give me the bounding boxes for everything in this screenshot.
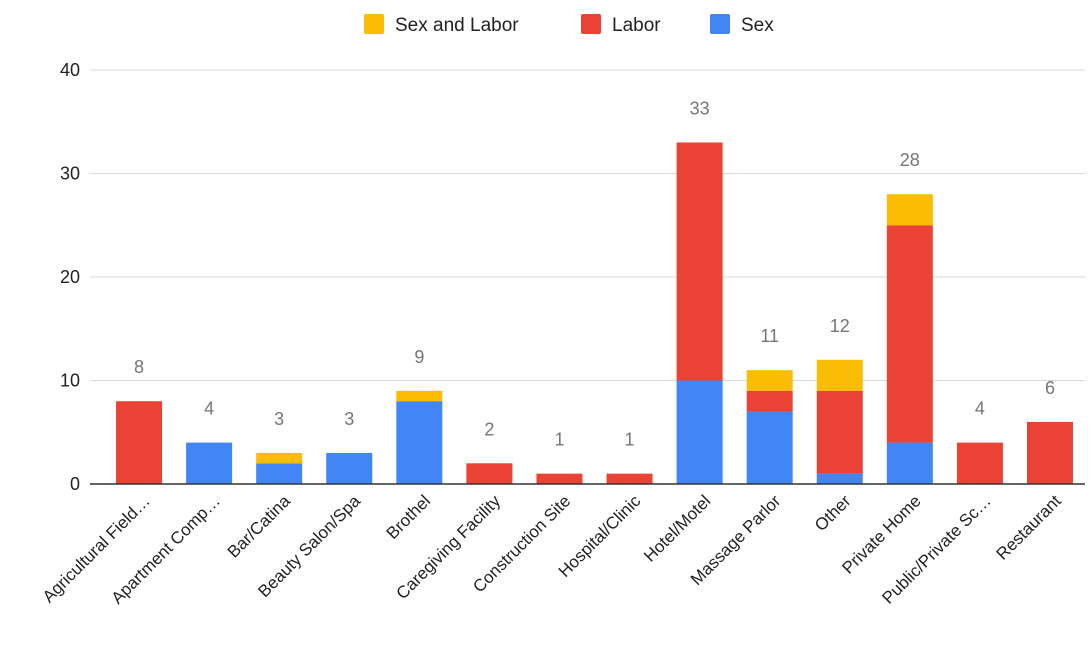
gridlines <box>90 69 1085 381</box>
bar-segment-labor <box>816 390 863 474</box>
total-label: 8 <box>134 357 144 377</box>
x-category-label: Brothel <box>383 491 435 543</box>
bars <box>116 142 1073 484</box>
bar-segment-sex <box>886 442 933 484</box>
bar-segment-labor <box>746 390 793 412</box>
bar-segment-labor <box>606 473 653 484</box>
legend-label: Sex <box>741 15 774 36</box>
bar-segment-sex <box>256 463 303 484</box>
bar-segment-labor <box>116 401 163 484</box>
total-label: 6 <box>1045 378 1055 398</box>
bar-segment-labor <box>1026 421 1073 484</box>
bar-segment-sex <box>816 473 863 484</box>
x-category-label: Other <box>811 491 855 535</box>
total-label: 2 <box>484 419 494 439</box>
total-label: 12 <box>830 316 850 336</box>
legend-swatch <box>581 14 601 34</box>
x-category-label: Restaurant <box>993 491 1065 563</box>
bar-segment-labor <box>676 142 723 381</box>
total-label: 3 <box>274 409 284 429</box>
y-axis-ticks: 0 10 20 30 40 <box>60 60 80 494</box>
bar-segment-labor <box>956 442 1003 484</box>
x-category-label: Hotel/Motel <box>640 491 714 565</box>
total-label: 11 <box>760 326 779 346</box>
y-tick-label: 0 <box>70 474 80 494</box>
legend-swatch <box>710 14 730 34</box>
bar-segment-sex <box>326 452 373 484</box>
bar-segment-sex <box>676 380 723 484</box>
bar-segment-labor <box>886 225 933 443</box>
total-label: 28 <box>900 150 920 170</box>
legend-label: Labor <box>612 15 661 36</box>
y-tick-label: 10 <box>60 371 80 391</box>
bar-segment-sex <box>396 401 443 484</box>
legend: Sex and Labor Labor Sex <box>364 14 774 36</box>
bar-segment-sex-and-labor <box>746 370 793 391</box>
total-label: 1 <box>625 430 635 450</box>
y-tick-label: 30 <box>60 164 80 184</box>
total-label: 9 <box>414 347 424 367</box>
bar-segment-labor <box>536 473 583 484</box>
bar-segment-sex-and-labor <box>886 194 933 226</box>
y-tick-label: 40 <box>60 60 80 80</box>
legend-label: Sex and Labor <box>395 15 519 36</box>
legend-swatch <box>364 14 384 34</box>
total-label: 33 <box>690 98 710 118</box>
bar-segment-sex <box>186 442 233 484</box>
total-label: 3 <box>344 409 354 429</box>
total-label: 1 <box>554 430 564 450</box>
bar-segment-sex-and-labor <box>396 390 443 402</box>
total-label: 4 <box>204 399 214 419</box>
x-category-label: Bar/Catina <box>224 491 295 562</box>
bar-segment-sex-and-labor <box>256 452 303 464</box>
bar-segment-sex <box>746 411 793 484</box>
x-axis-category-labels: Agricultural Field…Apartment Comp… Bar/Ca… <box>39 491 1065 608</box>
bar-segment-sex-and-labor <box>816 359 863 391</box>
y-tick-label: 20 <box>60 267 80 287</box>
total-label: 4 <box>975 399 985 419</box>
bar-segment-labor <box>466 463 513 484</box>
